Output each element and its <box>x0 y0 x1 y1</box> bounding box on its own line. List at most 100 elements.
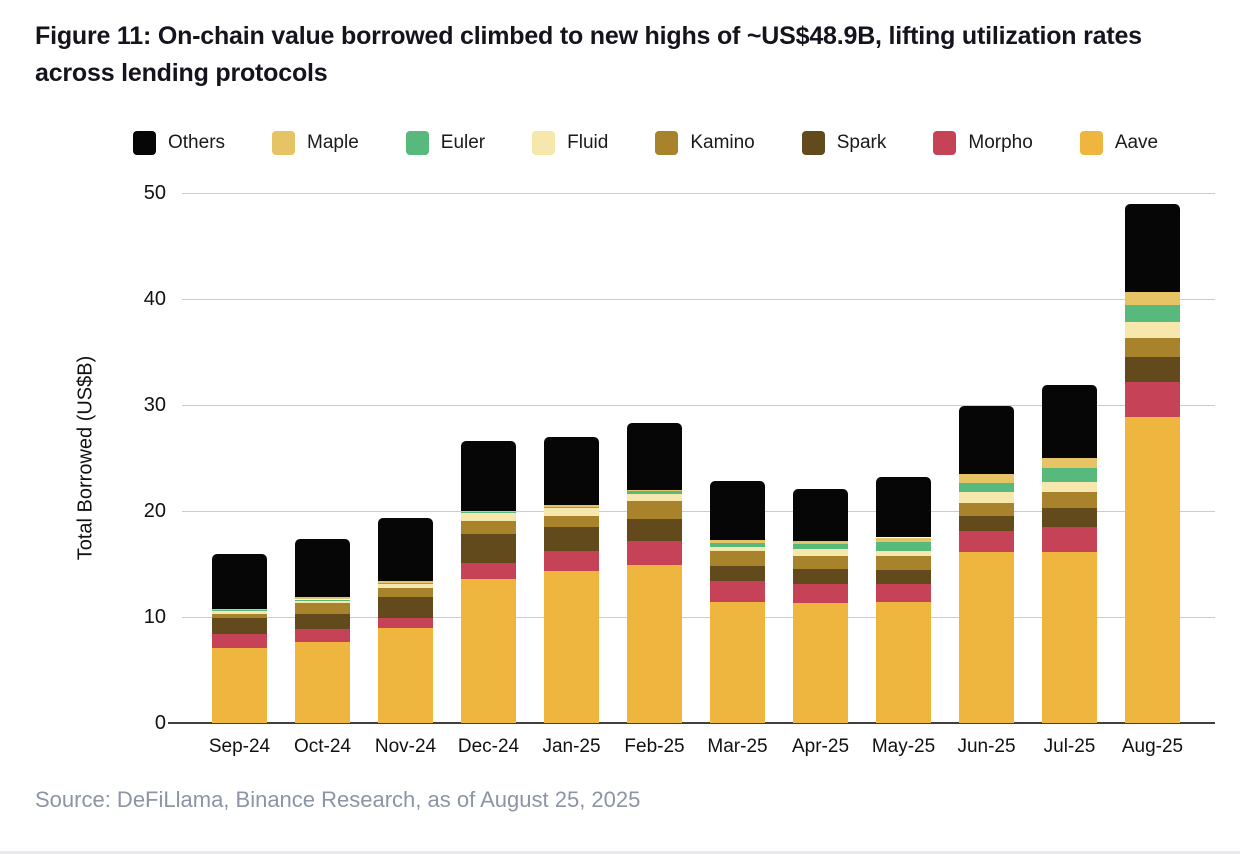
bar-segment-Jun-25-Spark <box>959 516 1014 532</box>
bar-segment-Apr-25-Others <box>793 488 848 541</box>
bar-segment-Dec-24-Fluid <box>461 513 516 521</box>
bar-segment-Feb-25-Maple <box>627 489 682 491</box>
bar-segment-Feb-25-Fluid <box>627 494 682 502</box>
gridline-10 <box>182 616 1215 618</box>
x-tick-label-Jun-25: Jun-25 <box>957 736 1016 757</box>
bar-segment-Sep-24-Spark <box>212 618 267 634</box>
bar-segment-Aug-25-Euler <box>1125 304 1180 323</box>
bar-segment-Jul-25-Aave <box>1042 552 1097 723</box>
bar-segment-May-25-Others <box>876 477 931 538</box>
x-tick-label-Mar-25: Mar-25 <box>707 736 768 757</box>
x-tick-label-Feb-25: Feb-25 <box>624 736 685 757</box>
y-axis-title: Total Borrowed (US$B) <box>74 355 97 561</box>
bar-segment-Aug-25-Spark <box>1125 357 1180 382</box>
bar-segment-Aug-25-Kamino <box>1125 338 1180 358</box>
bar-segment-Jun-25-Maple <box>959 474 1014 483</box>
x-tick-label-May-25: May-25 <box>871 736 936 757</box>
legend-swatch-morpho <box>933 131 957 155</box>
bar-segment-Jul-25-Kamino <box>1042 491 1097 508</box>
legend-swatch-euler <box>405 131 429 155</box>
y-tick-label-40: 40 <box>143 288 166 310</box>
bar-segment-Apr-25-Euler <box>793 543 848 550</box>
legend-label-spark: Spark <box>836 132 887 153</box>
x-tick-label-Jul-25: Jul-25 <box>1043 736 1096 757</box>
y-tick-label-20: 20 <box>143 500 166 522</box>
bar-segment-Sep-24-Aave <box>212 647 267 723</box>
bar-segment-Nov-24-Spark <box>378 596 433 619</box>
bar-segment-Nov-24-Fluid <box>378 583 433 589</box>
bar-segment-Mar-25-Euler <box>710 542 765 548</box>
bar-segment-Jun-25-Euler <box>959 482 1014 493</box>
bar-segment-Jun-25-Fluid <box>959 492 1014 503</box>
bar-segment-Jan-25-Morpho <box>544 551 599 572</box>
bar-segment-Mar-25-Kamino <box>710 551 765 567</box>
bar-segment-Jun-25-Aave <box>959 552 1014 723</box>
bar-segment-Aug-25-Maple <box>1125 292 1180 305</box>
legend-item-maple: Maple <box>272 131 359 155</box>
legend-item-morpho: Morpho <box>933 131 1033 155</box>
bar-segment-Aug-25-Morpho <box>1125 381 1180 417</box>
bar-segment-Mar-25-Spark <box>710 566 765 581</box>
bar-segment-Nov-24-Maple <box>378 581 433 584</box>
legend-item-others: Others <box>133 131 225 155</box>
bar-segment-Apr-25-Maple <box>793 540 848 544</box>
bar-segment-Jul-25-Fluid <box>1042 481 1097 492</box>
legend-swatch-maple <box>272 131 296 155</box>
bar-segment-Nov-24-Aave <box>378 627 433 723</box>
bar-segment-Apr-25-Spark <box>793 569 848 585</box>
x-tick-label-Sep-24: Sep-24 <box>208 736 271 757</box>
bar-segment-Jan-25-Fluid <box>544 507 599 517</box>
chart-legend: Others Maple Euler Fluid Kamino Spark Morpho Aa… <box>133 131 1193 155</box>
bar-segment-Jul-25-Morpho <box>1042 526 1097 553</box>
bar-segment-Nov-24-Kamino <box>378 588 433 597</box>
x-tick-label-Oct-24: Oct-24 <box>293 736 352 757</box>
bar-segment-Sep-24-Others <box>212 554 267 609</box>
bar-segment-Jan-25-Aave <box>544 571 599 723</box>
bar-segment-Mar-25-Others <box>710 481 765 540</box>
bar-segment-Oct-24-Euler <box>295 599 350 601</box>
bar-segment-Oct-24-Aave <box>295 642 350 723</box>
legend-swatch-spark <box>801 131 825 155</box>
bar-segment-Aug-25-Fluid <box>1125 322 1180 339</box>
bar-segment-Jan-25-Spark <box>544 526 599 552</box>
bar-segment-Feb-25-Morpho <box>627 540 682 566</box>
bar-segment-Nov-24-Morpho <box>378 618 433 628</box>
y-tick-label-30: 30 <box>143 394 166 416</box>
legend-item-spark: Spark <box>801 131 887 155</box>
bar-segment-Jun-25-Morpho <box>959 531 1014 553</box>
legend-label-fluid: Fluid <box>567 132 609 153</box>
gridline-30 <box>182 404 1215 406</box>
bar-segment-Oct-24-Maple <box>295 597 350 600</box>
bar-segment-Dec-24-Others <box>461 441 516 511</box>
y-tick-label-0: 0 <box>154 712 166 734</box>
bar-segment-May-25-Kamino <box>876 555 931 571</box>
bar-segment-Dec-24-Euler <box>461 512 516 514</box>
bar-segment-Jan-25-Others <box>544 436 599 505</box>
bar-segment-Oct-24-Spark <box>295 613 350 629</box>
bar-segment-Feb-25-Spark <box>627 519 682 541</box>
bar-segment-May-25-Fluid <box>876 550 931 556</box>
bar-segment-Mar-25-Morpho <box>710 580 765 603</box>
bar-segment-Jul-25-Maple <box>1042 458 1097 468</box>
bar-segment-Sep-24-Fluid <box>212 610 267 614</box>
bar-segment-Jul-25-Others <box>1042 384 1097 458</box>
source-attribution: Source: DeFiLlama, Binance Research, as … <box>35 787 641 812</box>
bar-segment-Aug-25-Others <box>1125 204 1180 293</box>
gridline-20 <box>182 510 1215 512</box>
bottom-divider <box>0 851 1240 854</box>
bar-segment-Feb-25-Kamino <box>627 501 682 520</box>
bar-segment-Oct-24-Morpho <box>295 628 350 643</box>
x-tick-label-Aug-25: Aug-25 <box>1121 736 1184 757</box>
bar-segment-May-25-Aave <box>876 602 931 723</box>
bar-segment-Dec-24-Kamino <box>461 520 516 535</box>
bar-segment-Feb-25-Aave <box>627 565 682 723</box>
y-tick-label-10: 10 <box>143 606 166 628</box>
legend-item-kamino: Kamino <box>655 131 755 155</box>
bar-segment-May-25-Spark <box>876 570 931 585</box>
bar-segment-Sep-24-Kamino <box>212 613 267 619</box>
x-tick-label-Nov-24: Nov-24 <box>374 736 437 757</box>
x-tick-label-Dec-24: Dec-24 <box>457 736 520 757</box>
bar-segment-Feb-25-Others <box>627 423 682 490</box>
bar-segment-Dec-24-Morpho <box>461 562 516 579</box>
